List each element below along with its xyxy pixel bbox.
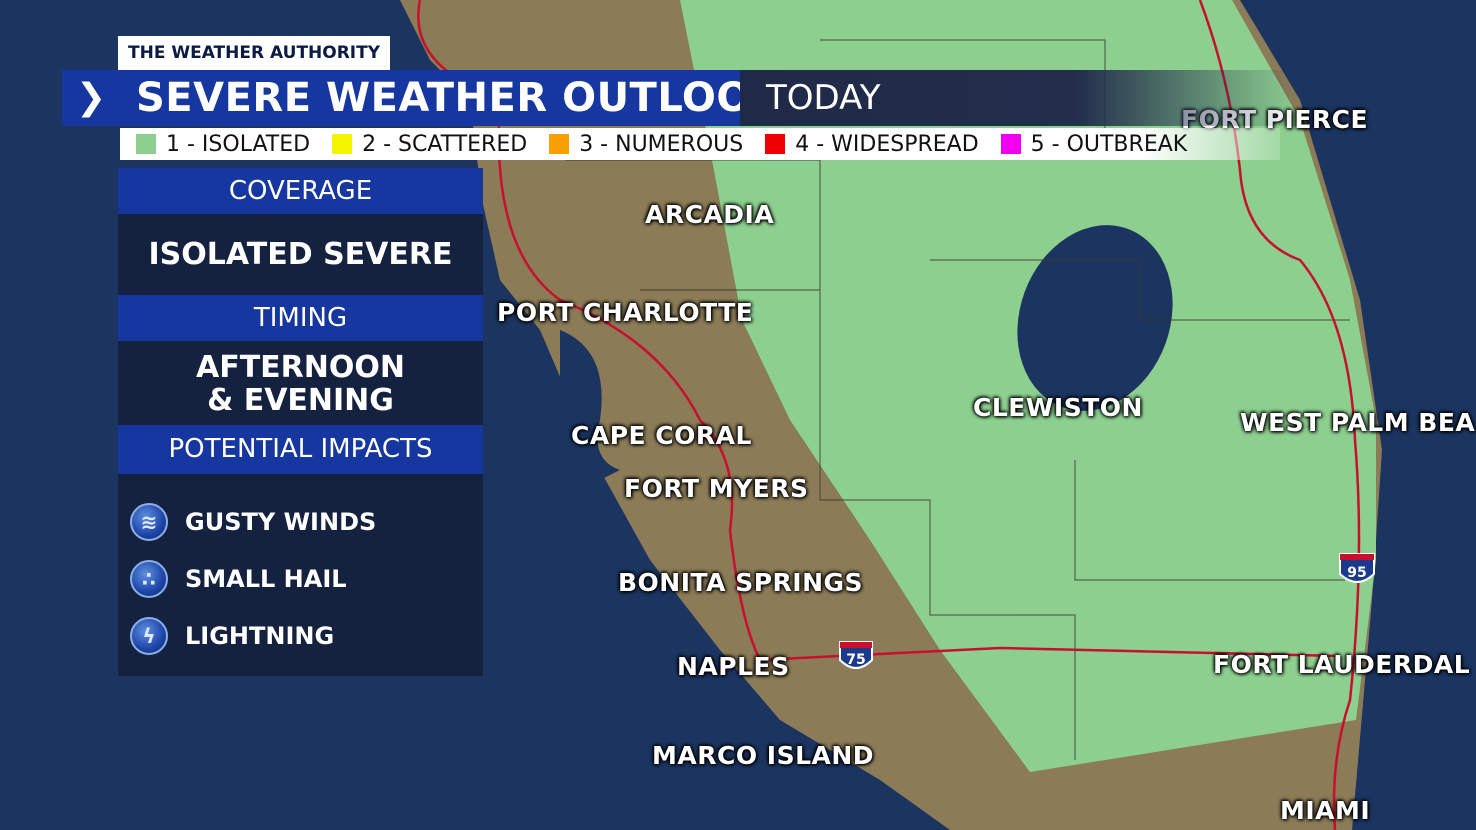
timing-header: TIMING [118,295,483,341]
legend-label: 5 - OUTBREAK [1030,131,1188,157]
city-clewiston: CLEWISTON [973,393,1143,422]
period-bar [740,70,1300,126]
coverage-value: ISOLATED SEVERE [118,214,483,295]
info-panel: COVERAGE ISOLATED SEVERE TIMING AFTERNOO… [118,168,483,676]
legend-item-widespread: 4 - WIDESPREAD [765,131,979,157]
city-miami: MIAMI [1280,796,1371,825]
impact-gusty-winds: ≋ GUSTY WINDS [118,493,483,550]
timing-line-2: & EVENING [207,383,394,418]
impact-label: GUSTY WINDS [185,507,377,536]
impact-small-hail: ∴ SMALL HAIL [118,550,483,607]
interstate-95-shield: 95 [1339,553,1375,583]
city-cape-coral: CAPE CORAL [571,421,752,450]
legend-item-numerous: 3 - NUMEROUS [549,132,743,157]
lightning-icon: ϟ [130,616,168,655]
period-label: TODAY [766,78,881,118]
risk-legend: 1 - ISOLATED 2 - SCATTERED 3 - NUMEROUS … [120,128,1280,160]
city-west-palm-beach: WEST PALM BEA [1240,408,1476,437]
shield-75-label: 75 [846,652,865,668]
impacts-list: ≋ GUSTY WINDS ∴ SMALL HAIL ϟ LIGHTNING [118,474,483,676]
impact-label: SMALL HAIL [185,564,347,593]
page-title: SEVERE WEATHER OUTLOOK [136,75,783,121]
brand-label: THE WEATHER AUTHORITY [118,36,391,70]
city-marco-island: MARCO ISLAND [652,741,875,770]
swatch [549,134,570,154]
swatch [765,134,786,154]
timing-line-1: AFTERNOON [196,350,405,385]
legend-item-scattered: 2 - SCATTERED [332,132,527,157]
swatch [136,134,156,154]
city-bonita-springs: BONITA SPRINGS [618,568,864,597]
county-lines [565,39,1350,760]
swatch [1000,134,1021,154]
risk-area-isolated [680,0,1376,772]
city-fort-lauderdale: FORT LAUDERDAL [1213,650,1471,679]
legend-label: 4 - WIDESPREAD [795,131,979,157]
city-naples: NAPLES [677,652,790,681]
timing-value: AFTERNOON & EVENING [118,341,483,425]
chevron-right-icon: ❯ [76,77,107,118]
legend-label: 3 - NUMEROUS [579,131,744,157]
interstate-75-shield: 75 [839,641,873,669]
impacts-header: POTENTIAL IMPACTS [118,425,483,474]
coverage-header: COVERAGE [118,168,483,214]
title-bar [62,70,740,126]
lake-okeechobee [1017,225,1173,411]
impact-lightning: ϟ LIGHTNING [118,607,483,664]
impact-label: LIGHTNING [185,621,335,650]
legend-item-isolated: 1 - ISOLATED [136,132,310,157]
legend-item-outbreak: 5 - OUTBREAK [1000,131,1188,157]
legend-label: 2 - SCATTERED [362,131,528,157]
hail-icon: ∴ [130,559,168,598]
charlotte-harbor [560,330,620,480]
legend-label: 1 - ISOLATED [166,131,311,157]
city-arcadia: ARCADIA [645,200,775,229]
wind-icon: ≋ [130,502,168,541]
swatch [332,134,353,154]
shield-95-label: 95 [1347,565,1366,581]
city-fort-myers: FORT MYERS [624,474,809,503]
city-port-charlotte: PORT CHARLOTTE [497,298,754,327]
